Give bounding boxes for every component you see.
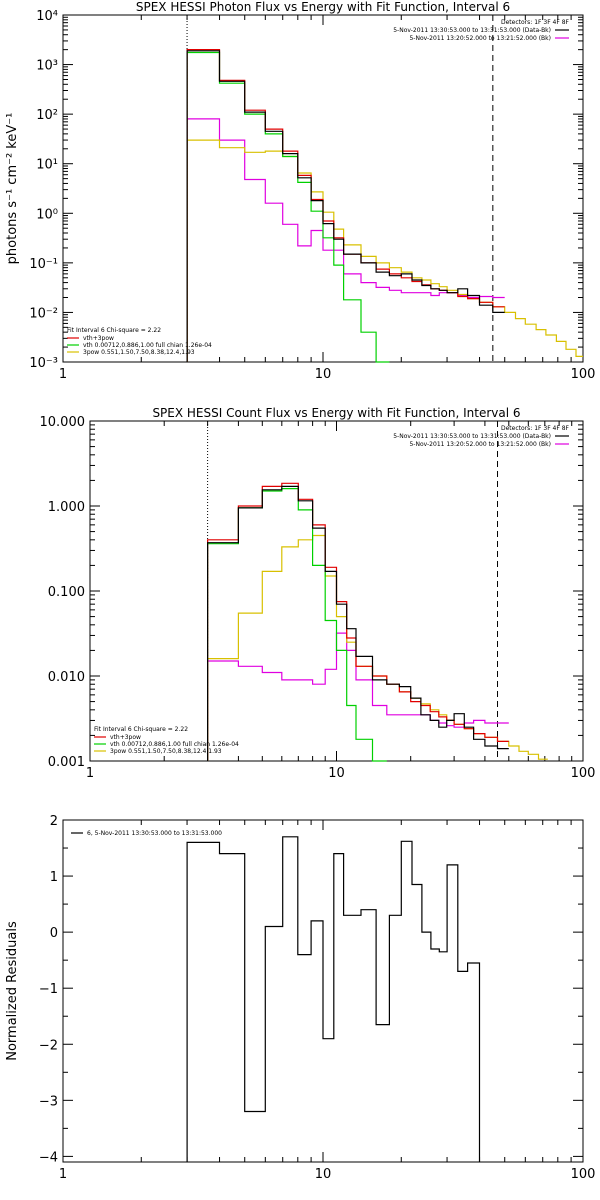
y-tick-label: −3 xyxy=(39,1094,58,1109)
legend-entry: 5-Nov-2011 13:30:53.000 to 13:31:53.000 … xyxy=(393,433,551,440)
y-tick-label: 0 xyxy=(50,926,58,941)
legend-entry: 6, 5-Nov-2011 13:30:53.000 to 13:31:53.0… xyxy=(87,830,222,837)
y-tick-label: 10⁴ xyxy=(36,9,58,24)
y-tick-label: 10⁻¹ xyxy=(29,257,58,272)
legend-entry: 5-Nov-2011 13:20:52.000 to 13:21:52.000 … xyxy=(409,441,551,448)
y-tick-label: 0.010 xyxy=(48,670,85,685)
x-tick-label: 10 xyxy=(315,367,332,382)
x-tick-label: 1 xyxy=(59,1167,67,1182)
x-tick-label: 100 xyxy=(571,1167,596,1182)
legend-entry: 5-Nov-2011 13:30:53.000 to 13:31:53.000 … xyxy=(393,27,551,34)
y-tick-label: 10¹ xyxy=(36,158,58,173)
legend-entry: 3pow 0.551,1.50,7.50,8.38,12.4,1.93 xyxy=(110,748,222,755)
legend-entry: vth 0.00712,0.886,1.00 full chian 1.26e-… xyxy=(110,741,239,748)
legend-bottom-left: Fit Interval 6 Chi-square = 2.22vth+3pow… xyxy=(67,327,212,356)
series-bk xyxy=(186,118,505,362)
x-tick-label: 100 xyxy=(571,766,596,781)
x-tick-label: 1 xyxy=(59,367,67,382)
legend-bottom-left: Fit Interval 6 Chi-square = 2.22vth+3pow… xyxy=(94,726,239,755)
legend-top-right: Detectors: 1F 3F 4F 8F5-Nov-2011 13:30:5… xyxy=(393,425,569,448)
y-tick-label: 1 xyxy=(50,870,58,885)
chart-title: SPEX HESSI Photon Flux vs Energy with Fi… xyxy=(136,0,510,14)
x-tick-label: 10 xyxy=(315,1167,332,1182)
panel-3: 1 10 100 −4 −3 −2 −1 0 1 2 Normalized Residuals 6, … xyxy=(5,814,595,1182)
series-residuals xyxy=(186,836,481,1162)
y-axis-label: Normalized Residuals xyxy=(5,921,20,1061)
y-tick-label: 1.000 xyxy=(48,500,85,515)
y-tick-label: 10⁰ xyxy=(36,207,58,222)
y-tick-label: 10⁻³ xyxy=(29,356,58,371)
legend-entry: 5-Nov-2011 13:20:52.000 to 13:21:52.000 … xyxy=(409,35,551,42)
x-tick-label: 10 xyxy=(328,766,345,781)
y-tick-label: 10⁻² xyxy=(29,306,58,321)
y-tick-label: 10³ xyxy=(36,59,58,74)
series-data-bk xyxy=(186,50,505,362)
legend-entry: vth+3pow xyxy=(83,335,114,342)
x-tick-label: 1 xyxy=(86,766,94,781)
series-vth xyxy=(207,488,387,762)
legend-entry: vth 0.00712,0.886,1.00 full chian 1.26e-… xyxy=(83,342,212,349)
legend-top-left: 6, 5-Nov-2011 13:30:53.000 to 13:31:53.0… xyxy=(71,830,222,837)
series-vth-3pow xyxy=(207,482,509,761)
legend-entry: 3pow 0.551,1.50,7.50,8.38,12.4,1.93 xyxy=(83,349,195,356)
x-tick-label: 100 xyxy=(571,367,596,382)
legend-title: Fit Interval 6 Chi-square = 2.22 xyxy=(67,327,161,334)
y-tick-label: 10² xyxy=(36,108,58,123)
y-tick-label: −4 xyxy=(39,1150,58,1165)
chart-title: SPEX HESSI Count Flux vs Energy with Fit… xyxy=(152,406,520,420)
legend-title: Fit Interval 6 Chi-square = 2.22 xyxy=(94,726,188,733)
y-axis-label: photons s⁻¹ cm⁻² keV⁻¹ xyxy=(5,113,20,265)
y-tick-label: −1 xyxy=(39,982,58,997)
panel-1: SPEX HESSI Photon Flux vs Energy with Fi… xyxy=(5,0,595,382)
series-bk xyxy=(207,632,509,761)
y-tick-label: 0.100 xyxy=(48,585,85,600)
series-3pow xyxy=(186,139,583,362)
y-tick-label: 0.001 xyxy=(48,755,85,770)
series-vth-3pow xyxy=(186,49,505,362)
legend-entry: vth+3pow xyxy=(110,734,141,741)
panel-2: SPEX HESSI Count Flux vs Energy with Fit… xyxy=(40,406,596,781)
series-vth xyxy=(186,51,390,363)
y-tick-label: 10.000 xyxy=(40,415,86,430)
legend-title: Detectors: 1F 3F 4F 8F xyxy=(501,19,570,26)
y-tick-label: 2 xyxy=(50,814,58,829)
series-3pow xyxy=(207,534,548,761)
series-data-bk xyxy=(207,485,509,761)
y-tick-label: −2 xyxy=(39,1038,58,1053)
legend-top-right: Detectors: 1F 3F 4F 8F5-Nov-2011 13:30:5… xyxy=(393,19,569,42)
legend-title: Detectors: 1F 3F 4F 8F xyxy=(501,425,570,432)
